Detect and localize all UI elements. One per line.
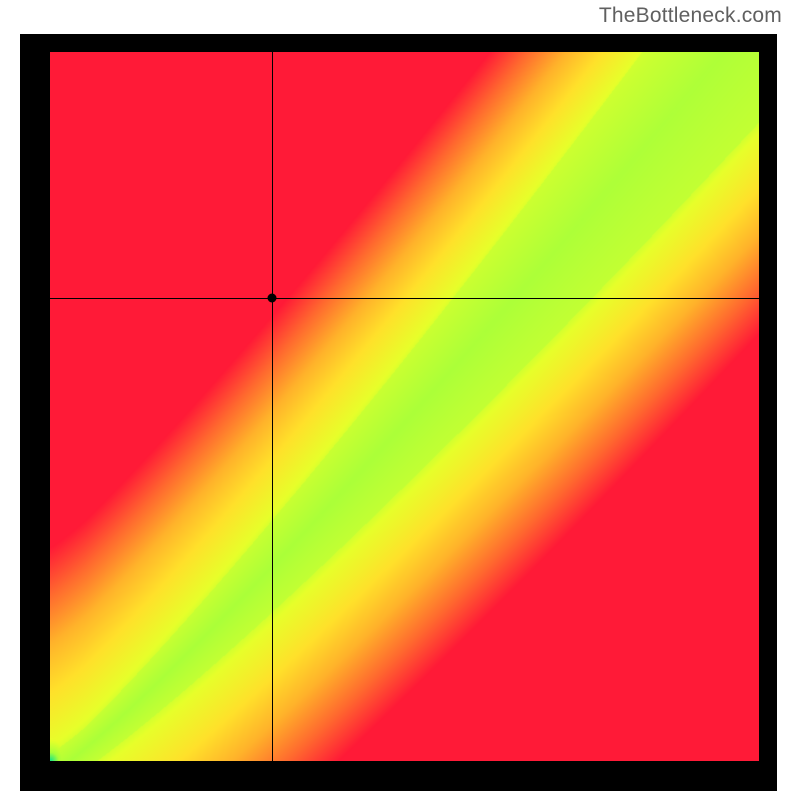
crosshair-horizontal — [50, 298, 759, 299]
marker-point — [267, 293, 276, 302]
heatmap-plot — [50, 52, 759, 761]
heatmap-canvas — [50, 52, 759, 761]
watermark-text: TheBottleneck.com — [599, 4, 782, 28]
crosshair-vertical — [272, 52, 273, 761]
chart-outer-frame — [20, 34, 777, 791]
